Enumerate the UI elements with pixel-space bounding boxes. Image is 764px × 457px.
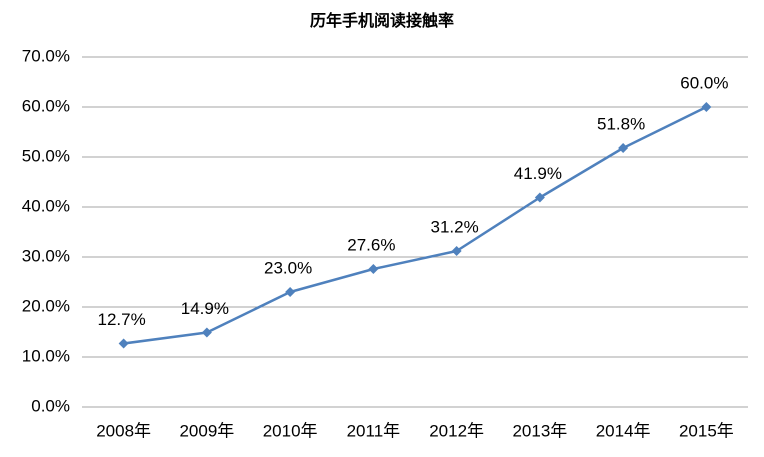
y-tick-label: 50.0% <box>22 146 70 165</box>
data-label: 41.9% <box>514 164 562 183</box>
y-tick-label: 10.0% <box>22 346 70 365</box>
chart-title: 历年手机阅读接触率 <box>310 11 454 30</box>
data-marker <box>285 287 296 297</box>
data-label: 27.6% <box>347 235 395 254</box>
y-tick-label: 20.0% <box>22 296 70 315</box>
y-tick-label: 0.0% <box>31 396 70 415</box>
data-label: 31.2% <box>431 217 479 236</box>
x-tick-label: 2015年 <box>679 421 734 440</box>
data-label: 23.0% <box>264 258 312 277</box>
x-tick-label: 2011年 <box>347 421 401 440</box>
data-label: 12.7% <box>98 310 146 329</box>
data-label: 14.9% <box>181 299 229 318</box>
data-marker <box>451 246 462 256</box>
y-tick-label: 40.0% <box>22 196 70 215</box>
x-tick-label: 2010年 <box>263 421 318 440</box>
data-line <box>123 105 707 345</box>
data-marker <box>701 102 712 112</box>
y-tick-label: 70.0% <box>22 46 70 65</box>
data-marker <box>118 338 129 349</box>
x-tick-label: 2013年 <box>512 421 567 440</box>
y-tick-label: 60.0% <box>22 96 70 115</box>
x-tick-label: 2012年 <box>429 421 484 440</box>
data-marker <box>618 143 629 153</box>
data-label: 51.8% <box>597 114 645 133</box>
data-marker <box>534 192 545 203</box>
x-tick-label: 2009年 <box>179 421 234 440</box>
x-tick-label: 2008年 <box>96 421 151 440</box>
y-tick-label: 30.0% <box>22 246 70 265</box>
data-label: 60.0% <box>680 73 728 92</box>
data-marker <box>368 264 379 274</box>
data-marker <box>201 327 212 338</box>
x-tick-label: 2014年 <box>596 421 651 440</box>
